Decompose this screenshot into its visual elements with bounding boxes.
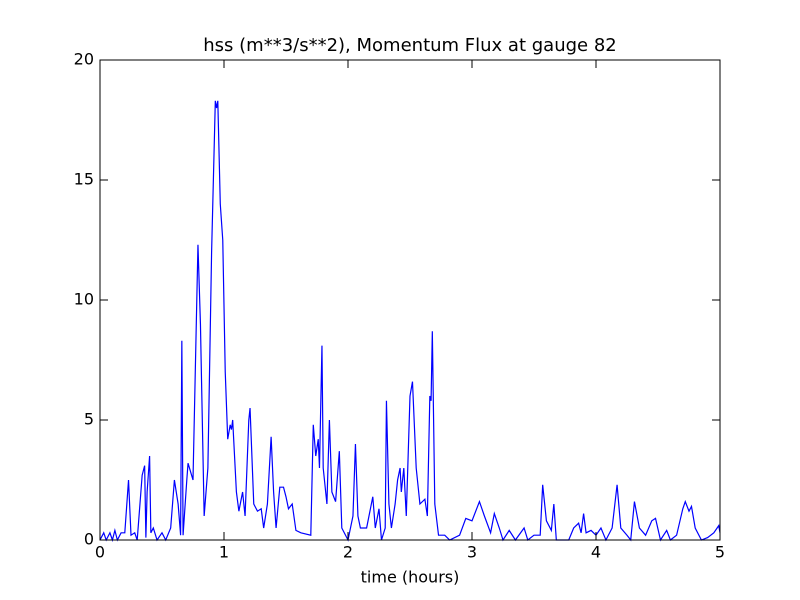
x-tick-label: 2 (343, 543, 353, 562)
y-tick-label: 10 (74, 290, 94, 309)
chart-title: hss (m**3/s**2), Momentum Flux at gauge … (203, 35, 616, 56)
y-tick-label: 0 (84, 530, 94, 549)
x-tick-label: 1 (219, 543, 229, 562)
x-tick-label: 4 (591, 543, 601, 562)
y-tick-label: 15 (74, 170, 94, 189)
x-axis-label: time (hours) (361, 568, 460, 587)
x-tick-label: 3 (467, 543, 477, 562)
y-tick-label: 20 (74, 50, 94, 69)
x-tick-label: 5 (715, 543, 725, 562)
data-line (99, 100, 721, 543)
x-tick-label: 0 (95, 543, 105, 562)
y-tick-label: 5 (84, 410, 94, 429)
